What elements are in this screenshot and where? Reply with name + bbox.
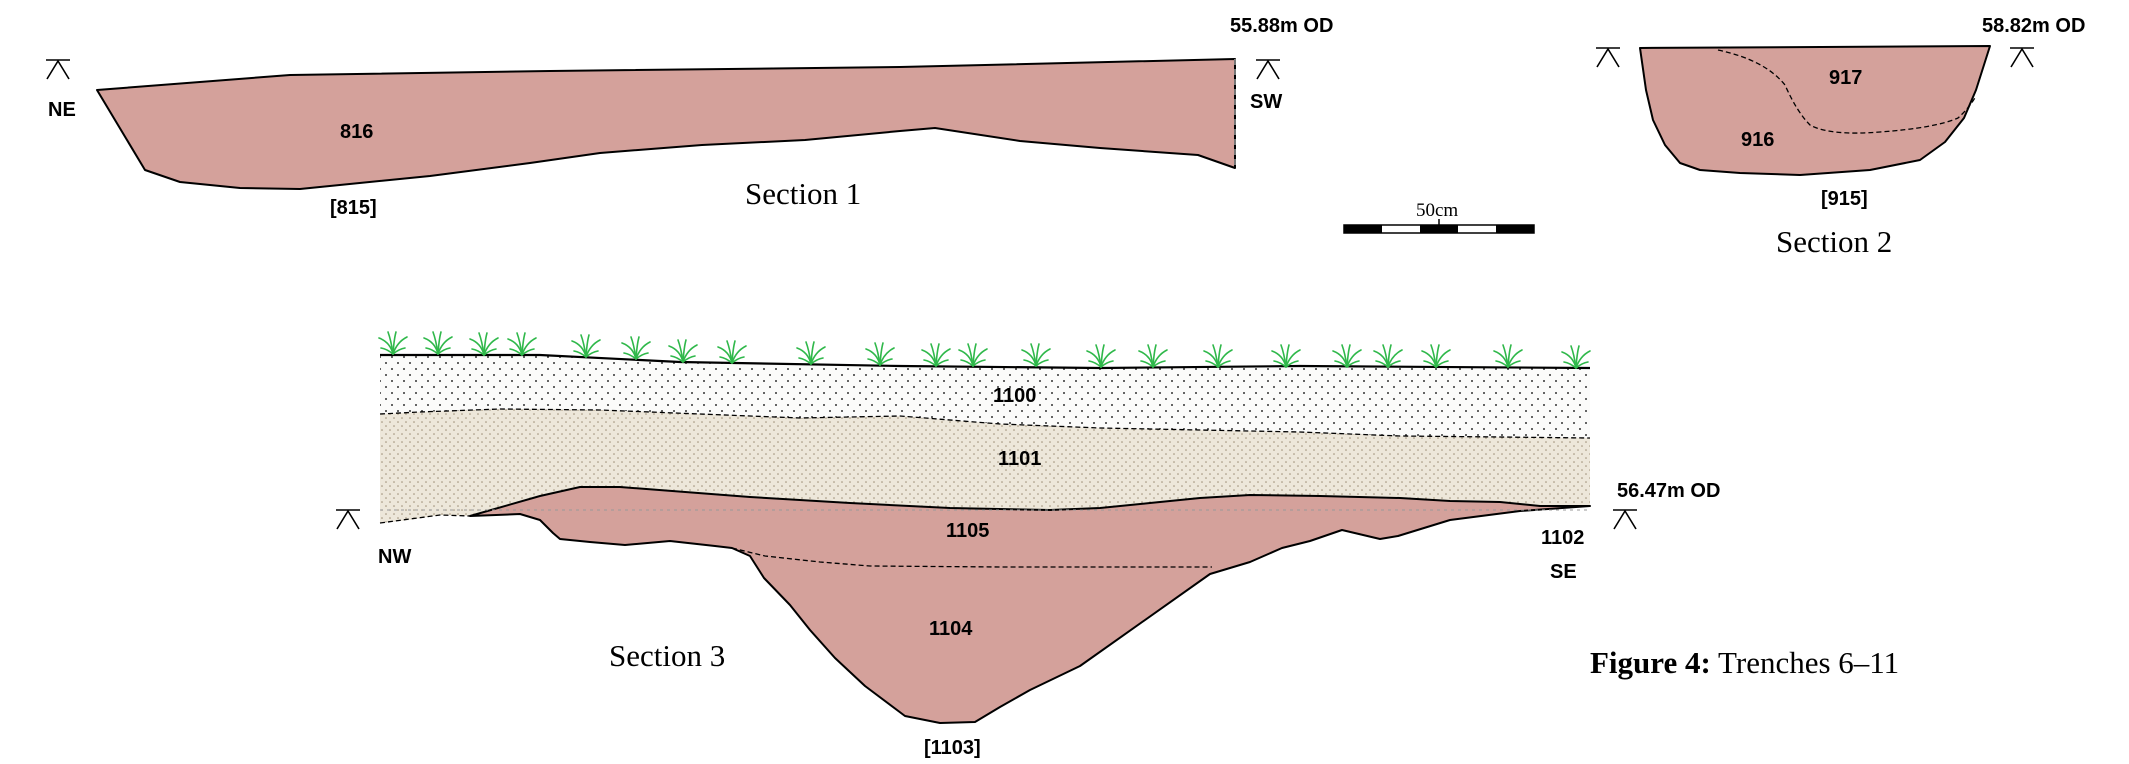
datum-mark-icon	[1255, 59, 1281, 80]
grass-tuft-icon	[571, 334, 601, 358]
context-1101: 1101	[998, 448, 1041, 470]
figure-caption-bold: Figure 4:	[1590, 645, 1711, 680]
grass-tuft-icon	[1332, 344, 1362, 368]
grass-tuft-icon	[1493, 344, 1523, 368]
cut-815: [815]	[330, 197, 377, 219]
grass-tuft-icon	[507, 332, 537, 356]
scale-bar: 50cm	[1343, 200, 1535, 234]
section-2-title: Section 2	[1776, 224, 1892, 259]
figure-caption: Figure 4: Trenches 6–11	[1590, 645, 1899, 680]
grass-tuft-icon	[469, 332, 499, 356]
section-3-nw-label: NW	[378, 546, 411, 568]
cut-915: [915]	[1821, 188, 1868, 210]
grass-tuft-icon	[1271, 344, 1301, 368]
grass-tuft-icon	[621, 336, 651, 360]
grass-tuft-icon	[865, 342, 895, 366]
figure-caption-text: Trenches 6–11	[1711, 645, 1899, 680]
layer-1101	[380, 409, 1590, 523]
context-816: 816	[340, 121, 373, 143]
section-1-sw-label: SW	[1250, 91, 1282, 113]
section-1-fill-816	[96, 58, 1236, 190]
ground-surface-line	[380, 353, 1591, 370]
section-2: 58.82m OD 917 916 [915] Section 2	[1595, 15, 2085, 259]
section-1: 55.88m OD NE SW 816 [815] Section 1	[45, 15, 1333, 219]
grass-tuft-icon	[1138, 344, 1168, 368]
grass-tuft-icon	[1561, 345, 1591, 369]
context-1100: 1100	[993, 385, 1036, 407]
boundary-1101-1105	[379, 514, 471, 524]
datum-mark-icon	[45, 59, 71, 80]
grass-tuft-icon	[1021, 343, 1051, 367]
context-916: 916	[1741, 129, 1774, 151]
section-3-od-label: 56.47m OD	[1617, 480, 1720, 502]
context-1102: 1102	[1541, 527, 1584, 549]
grass-tuft-icon	[921, 343, 951, 367]
datum-mark-icon	[1595, 47, 1621, 68]
datum-mark-icon	[335, 509, 361, 530]
grass-tuft-icon	[796, 341, 826, 365]
section-2-od-label: 58.82m OD	[1982, 15, 2085, 37]
boundary-1105-1104	[731, 547, 1212, 568]
grass-tuft-icon	[668, 339, 698, 363]
section-3-cut-1103	[469, 486, 1591, 724]
section-3-se-label: SE	[1550, 561, 1577, 583]
layer-1100	[380, 355, 1590, 438]
section-1-title: Section 1	[745, 176, 861, 211]
grass-tuft-icon	[1086, 344, 1116, 368]
grass-tuft-icon	[958, 343, 988, 367]
context-1105: 1105	[946, 520, 989, 542]
grass-tuft-icon	[717, 340, 747, 364]
grass-tuft-icon	[1203, 344, 1233, 368]
datum-mark-icon	[2009, 47, 2035, 68]
section-2-fill-boundary	[1717, 49, 1977, 134]
section-1-od-label: 55.88m OD	[1230, 15, 1333, 37]
datum-mark-icon	[1612, 509, 1638, 530]
section-3-title: Section 3	[609, 638, 725, 673]
grass-tuft-icon	[378, 331, 408, 355]
context-917: 917	[1829, 67, 1862, 89]
section-1-ne-label: NE	[48, 99, 76, 121]
grass-tuft-icon	[423, 331, 453, 355]
section-2-cut-profile	[1639, 45, 1991, 176]
grass-tuft-icon	[1373, 344, 1403, 368]
grass-tuft-icon	[1421, 344, 1451, 368]
cut-1103: [1103]	[924, 737, 981, 759]
scale-bar-label: 50cm	[1416, 200, 1458, 221]
context-1104: 1104	[929, 618, 973, 640]
section-3: 56.47m OD NW SE 1100 1101 1105 1104 1102…	[335, 331, 1720, 759]
boundary-1100-1101	[379, 408, 1591, 439]
